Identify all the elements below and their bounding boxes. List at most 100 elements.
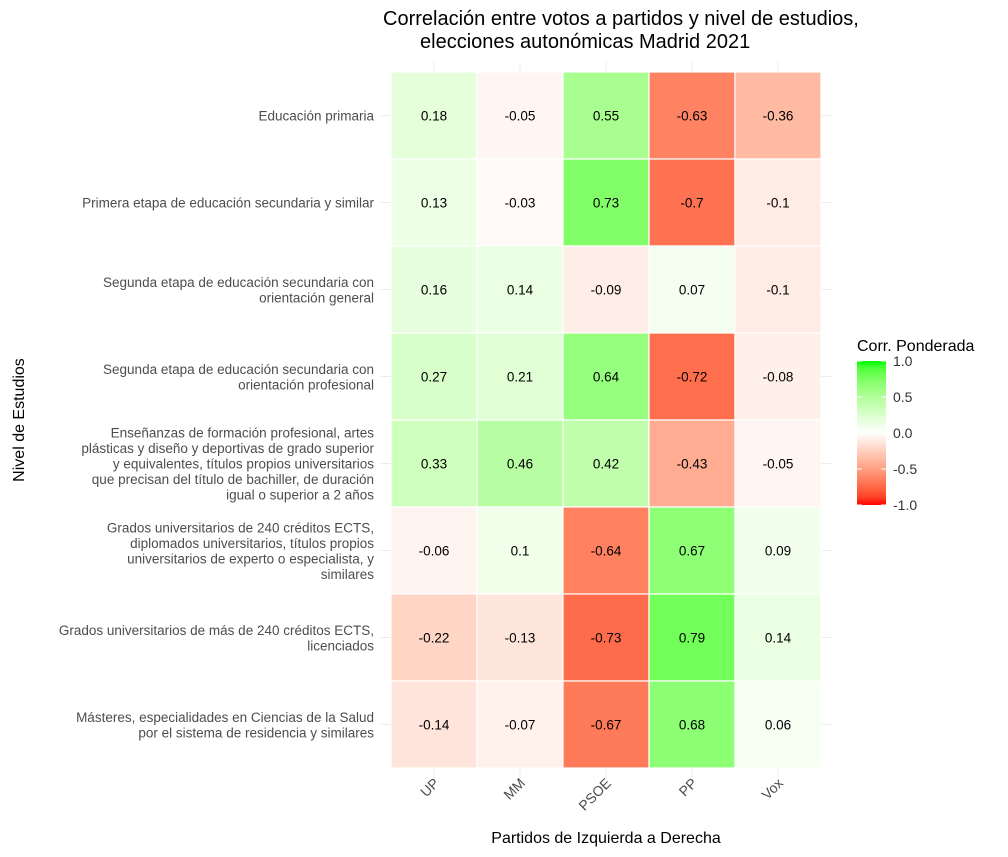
cell-value-label: -0.03 <box>505 196 536 211</box>
heatmap-cell <box>476 680 564 769</box>
y-tick-label: Educación primaria <box>258 109 374 124</box>
cell-value-label: -0.67 <box>591 718 622 733</box>
heatmap-cell <box>390 506 478 595</box>
heatmap-cell <box>648 245 736 334</box>
heatmap-cell <box>648 419 736 508</box>
heatmap-cell <box>476 419 564 508</box>
color-legend: Corr. Ponderada 1.0 0.5 0.0 -0.5 -1.0 <box>857 338 975 513</box>
heatmap-cell <box>562 593 650 682</box>
cell-value-label: -0.64 <box>591 544 622 559</box>
legend-tick-label: -0.5 <box>893 461 917 477</box>
heatmap-cell <box>390 245 478 334</box>
cell-value-label: -0.7 <box>680 196 703 211</box>
cell-value-label: 0.79 <box>679 631 705 646</box>
cell-value-label: -0.1 <box>766 196 789 211</box>
cell-value-label: 0.18 <box>421 109 447 124</box>
cell-value-label: 0.14 <box>507 283 534 298</box>
heatmap-cell <box>734 593 822 682</box>
cell-value-label: -0.43 <box>677 457 708 472</box>
x-tick-label: MM <box>500 775 528 803</box>
x-tick-label: Vox <box>758 775 786 803</box>
legend-tick-label: 0.5 <box>893 389 913 405</box>
cell-value-label: -0.1 <box>766 283 789 298</box>
y-tick-label: Segunda etapa de educación secundaria co… <box>103 362 374 393</box>
y-tick-label: Primera etapa de educación secundaria y … <box>82 196 374 211</box>
heatmap-cell <box>648 593 736 682</box>
legend-tick-label: 0.0 <box>893 425 913 441</box>
x-axis-title: Partidos de Izquierda a Derecha <box>491 830 721 847</box>
heatmap-cell <box>390 680 478 769</box>
cell-value-label: -0.73 <box>591 631 622 646</box>
cell-value-label: 0.07 <box>679 283 705 298</box>
legend-tick-label: -1.0 <box>893 497 917 513</box>
heatmap-cell <box>562 245 650 334</box>
cell-value-label: 0.42 <box>593 457 619 472</box>
y-tick-label: Enseñanzas de formación profesional, art… <box>81 426 374 503</box>
heatmap-cell <box>562 71 650 160</box>
heatmap-cell <box>734 245 822 334</box>
y-tick-label: Másteres, especialidades en Ciencias de … <box>76 710 374 741</box>
heatmap-cell <box>562 680 650 769</box>
heatmap-cell <box>562 506 650 595</box>
heatmap-cell <box>648 158 736 247</box>
cell-value-label: 0.21 <box>507 370 533 385</box>
cell-value-label: 0.73 <box>593 196 619 211</box>
heatmap-cell <box>734 680 822 769</box>
cell-value-label: -0.13 <box>505 631 536 646</box>
cell-value-label: 0.16 <box>421 283 447 298</box>
cell-value-label: -0.36 <box>763 109 794 124</box>
heatmap-cell <box>734 506 822 595</box>
x-axis-tick-labels: UP MM PSOE PP Vox <box>417 775 786 814</box>
cell-value-label: 0.06 <box>765 718 791 733</box>
cell-value-label: 0.64 <box>593 370 620 385</box>
cell-value-label: 0.68 <box>679 718 705 733</box>
cell-value-label: 0.27 <box>421 370 447 385</box>
cell-value-label: -0.06 <box>419 544 450 559</box>
cell-value-label: 0.33 <box>421 457 447 472</box>
cell-value-label: -0.63 <box>677 109 708 124</box>
heatmap-cell <box>390 332 478 421</box>
heatmap-cell <box>476 593 564 682</box>
chart-title-line: elecciones autonómicas Madrid 2021 <box>420 31 750 53</box>
heatmap-cell <box>648 680 736 769</box>
legend-tick-label: 1.0 <box>893 353 913 369</box>
heatmap-cell <box>390 71 478 160</box>
heatmap-cell <box>476 158 564 247</box>
y-tick-label: Grados universitarios de más de 240 créd… <box>59 623 374 654</box>
y-tick-label: Grados universitarios de 240 créditos EC… <box>107 520 374 582</box>
heatmap-cell <box>476 332 564 421</box>
cell-value-label: -0.05 <box>505 109 536 124</box>
heatmap-cell <box>734 71 822 160</box>
cell-value-label: -0.05 <box>763 457 794 472</box>
heatmap-cell <box>562 332 650 421</box>
cell-value-label: -0.22 <box>419 631 450 646</box>
x-tick-label: UP <box>417 775 442 800</box>
cell-value-label: -0.72 <box>677 370 708 385</box>
chart-title: Correlación entre votos a partidos y niv… <box>383 8 859 53</box>
x-tick-label: PP <box>676 775 701 800</box>
heatmap-cell-labels: 0.18 -0.05 0.55 -0.63 -0.36 0.13 -0.03 0.73 -0.7… <box>419 109 794 733</box>
y-axis-tick-labels: Educación primaria Primera etapa de educa… <box>59 109 375 741</box>
legend-ticks: 1.0 0.5 0.0 -0.5 -1.0 <box>857 353 917 513</box>
y-axis-title: Nivel de Estudios <box>11 358 28 482</box>
chart-title-line: Correlación entre votos a partidos y niv… <box>383 8 859 30</box>
cell-value-label: 0.67 <box>679 544 705 559</box>
cell-value-label: -0.08 <box>763 370 794 385</box>
cell-value-label: 0.13 <box>421 196 447 211</box>
cell-value-label: -0.14 <box>419 718 450 733</box>
cell-value-label: -0.09 <box>591 283 622 298</box>
x-tick-label: PSOE <box>575 775 614 814</box>
cell-value-label: 0.09 <box>765 544 791 559</box>
cell-value-label: 0.1 <box>511 544 530 559</box>
cell-value-label: -0.07 <box>505 718 536 733</box>
legend-title: Corr. Ponderada <box>857 338 975 355</box>
heatmap-cell <box>734 419 822 508</box>
heatmap-cell <box>734 332 822 421</box>
cell-value-label: 0.46 <box>507 457 533 472</box>
heatmap-cells <box>390 71 822 769</box>
cell-value-label: 0.55 <box>593 109 619 124</box>
heatmap-cell <box>648 332 736 421</box>
y-tick-label: Segunda etapa de educación secundaria co… <box>103 275 374 306</box>
cell-value-label: 0.14 <box>765 631 792 646</box>
